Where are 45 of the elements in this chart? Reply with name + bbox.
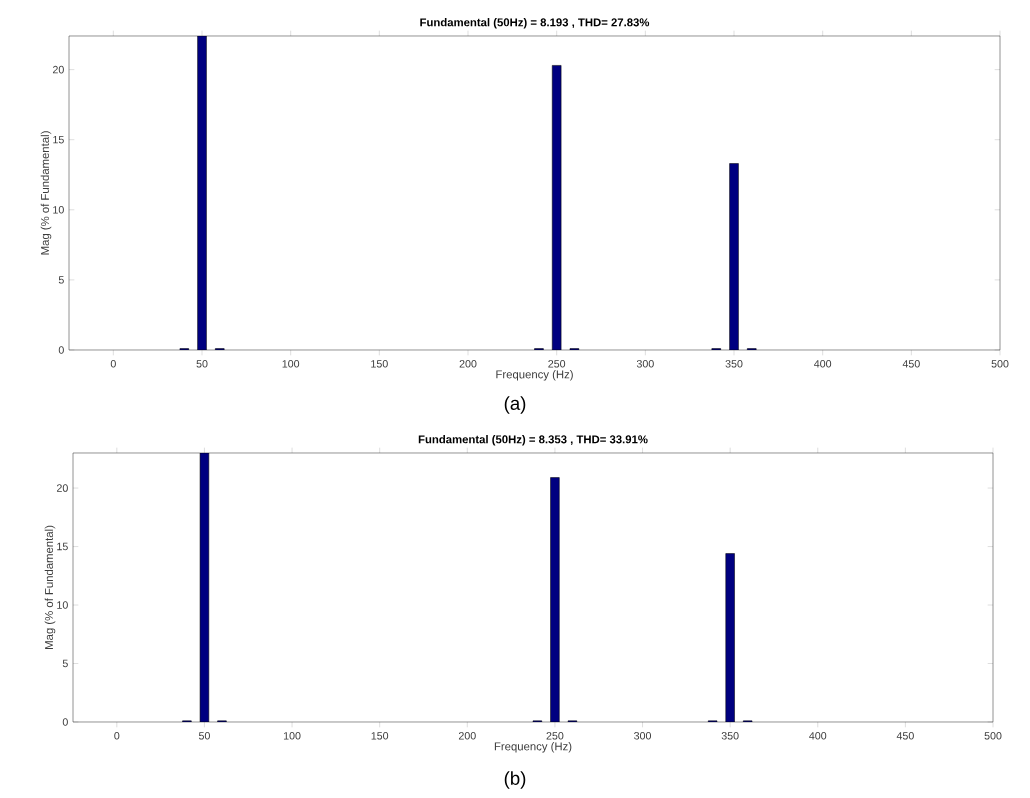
x-tick-label: 0 — [114, 732, 120, 740]
x-tick-label: 400 — [814, 360, 832, 368]
y-tick-label: 15 — [53, 136, 64, 144]
y-tick-label: 10 — [57, 601, 68, 609]
chart-title: Fundamental (50Hz) = 8.353 , THD= 33.91% — [418, 435, 648, 446]
x-axis-title: Frequency (Hz) — [494, 742, 572, 753]
chart-title: Fundamental (50Hz) = 8.193 , THD= 27.83% — [420, 18, 650, 29]
bar — [729, 163, 739, 350]
x-tick-label: 250 — [546, 732, 564, 740]
y-tick-label: 10 — [53, 206, 64, 214]
x-tick-label: 450 — [902, 360, 920, 368]
bar — [550, 477, 560, 722]
x-tick-label: 300 — [634, 732, 652, 740]
y-tick-label: 5 — [58, 276, 64, 284]
bar — [725, 553, 735, 722]
y-tick-label: 5 — [62, 659, 68, 668]
y-tick-label: 20 — [52, 65, 64, 74]
x-tick-label: 0 — [110, 360, 116, 368]
y-tick-label: 15 — [57, 542, 68, 551]
x-tick-label: 350 — [721, 732, 739, 740]
x-tick-label: 350 — [725, 360, 743, 368]
x-tick-label: 100 — [283, 732, 301, 740]
x-tick-label: 50 — [196, 360, 208, 368]
y-tick-label: 0 — [62, 718, 68, 726]
x-tick-label: 300 — [636, 360, 654, 368]
y-tick-label: 20 — [56, 484, 68, 492]
y-tick-label: 0 — [58, 346, 64, 354]
x-tick-label: 500 — [984, 732, 1002, 740]
x-tick-label: 200 — [459, 360, 477, 368]
text: (b) — [504, 771, 526, 789]
bar — [197, 35, 207, 350]
x-tick-label: 100 — [282, 360, 300, 368]
x-axis-title: Frequency (Hz) — [496, 370, 573, 381]
x-tick-label: 150 — [371, 732, 389, 740]
text: (a) — [504, 396, 526, 414]
x-tick-label: 400 — [809, 732, 827, 740]
x-tick-label: 250 — [548, 360, 566, 368]
x-tick-label: 500 — [991, 360, 1009, 368]
x-tick-label: 50 — [198, 732, 210, 740]
x-tick-label: 150 — [371, 360, 388, 368]
x-tick-label: 450 — [896, 732, 914, 740]
y-axis-title: Mag (% of Fundamental) — [44, 525, 56, 649]
x-tick-label: 200 — [458, 732, 476, 740]
bar — [551, 65, 562, 350]
y-axis-title: Mag (% of Fundamental) — [40, 131, 52, 255]
